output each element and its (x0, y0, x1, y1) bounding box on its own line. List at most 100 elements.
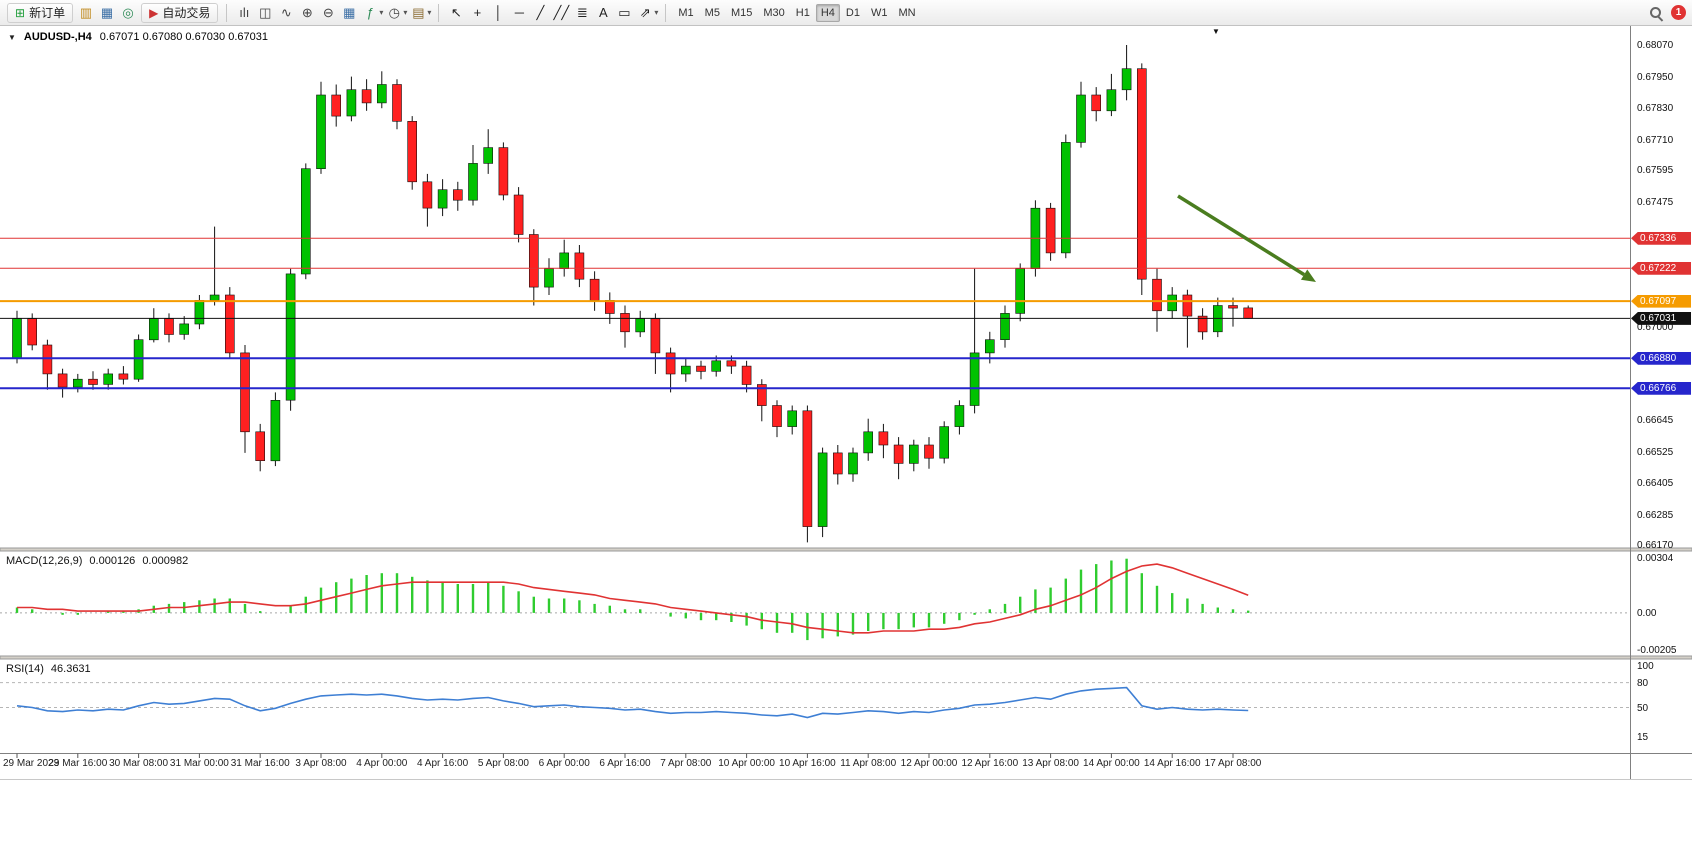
autotrade-label: 自动交易 (162, 6, 211, 20)
price-axis-label: 0.66525 (1637, 446, 1674, 458)
templates-icon[interactable]: ▤ (412, 5, 425, 20)
cursor-icon[interactable]: ↖ (450, 5, 462, 20)
time-axis-label: 4 Apr 00:00 (356, 758, 408, 769)
price-axis-label: 0.67830 (1637, 103, 1674, 115)
indicators-icon-wrap: ƒ ▾ (360, 3, 384, 23)
time-axis-label: 10 Apr 00:00 (718, 758, 775, 769)
timeframe-group: M1 M5 M15 M30 H1 H4 D1 W1 MN (673, 3, 920, 22)
time-axis-label: 10 Apr 16:00 (779, 758, 836, 769)
timeframes-icon-caret[interactable]: ▾ (403, 8, 408, 17)
price-axis-label: 0.67710 (1637, 134, 1674, 146)
label-icon[interactable]: ▭ (618, 5, 631, 20)
time-axis-label: 17 Apr 08:00 (1204, 758, 1262, 769)
chart-plot-area[interactable] (0, 26, 1630, 753)
price-axis-label: 0.67595 (1637, 165, 1674, 176)
toolbar-right-group: 1 (1647, 4, 1686, 22)
toolbar: ⊞ 新订单 ▥ ▦ ◎ ▶ 自动交易 ılı ◫ ∿ ⊕ ⊖ ▦ ƒ ▾ ◷ ▾ ▤ ▾ ↖ + │ ─ ╱ ╱╱ ≣… (0, 0, 1692, 26)
trendline-icon[interactable]: ╱ (536, 5, 545, 20)
price-axis-label: 0.66645 (1637, 415, 1674, 426)
time-axis-label: 6 Apr 16:00 (599, 758, 651, 769)
shapes-icon-wrap: ⇗ ▾ (635, 3, 658, 23)
price-tag: 0.66880 (1631, 351, 1691, 365)
time-axis-label: 3 Apr 08:00 (295, 758, 347, 769)
new-order-button[interactable]: ⊞ 新订单 (7, 2, 74, 23)
new-order-icon: ⊞ (15, 5, 26, 20)
shapes-icon-caret[interactable]: ▾ (654, 8, 659, 17)
price-axis-label: 0.67950 (1637, 71, 1674, 83)
timeframe-m5[interactable]: M5 (700, 4, 725, 22)
toolbar-separator (226, 3, 228, 22)
toolbar-separator (438, 3, 440, 22)
price-tag: 0.67031 (1631, 311, 1691, 325)
toolbar-separator (665, 3, 667, 22)
autotrade-icon: ▶ (149, 5, 159, 20)
price-axis-label: 0.68070 (1637, 40, 1674, 51)
shapes-icon[interactable]: ⇗ (639, 5, 651, 20)
vertical-line-icon[interactable]: │ (494, 5, 503, 20)
price-axis-label: 80 (1637, 677, 1649, 689)
chart-tools-group: ılı ◫ ∿ ⊕ ⊖ ▦ ƒ ▾ ◷ ▾ ▤ ▾ (234, 3, 431, 23)
candlestick-icon[interactable]: ◫ (259, 5, 272, 20)
price-tag: 0.67097 (1631, 294, 1691, 308)
zoom-out-icon[interactable]: ⊖ (322, 5, 334, 20)
time-axis-label: 29 Mar 2023 (3, 758, 60, 769)
timeframe-m30[interactable]: M30 (758, 4, 789, 22)
navigator-icon[interactable]: ◎ (122, 5, 134, 20)
price-axis-label: 0.67475 (1637, 196, 1674, 208)
time-axis-label: 7 Apr 08:00 (660, 758, 712, 769)
timeframe-d1[interactable]: D1 (841, 4, 865, 22)
timeframe-mn[interactable]: MN (893, 4, 920, 22)
templates-icon-wrap: ▤ ▾ (408, 3, 431, 23)
timeframe-w1[interactable]: W1 (866, 4, 893, 22)
tile-windows-icon[interactable]: ▦ (343, 5, 356, 20)
autotrade-button[interactable]: ▶ 自动交易 (141, 2, 219, 23)
window-toggle-group: ▥ ▦ ◎ (76, 3, 138, 23)
time-axis-label: 12 Apr 00:00 (900, 758, 958, 769)
price-axis-label: -0.00205 (1637, 645, 1677, 656)
time-axis-label: 6 Apr 00:00 (538, 758, 590, 769)
draw-tools-group: ↖ + │ ─ ╱ ╱╱ ≣ A ▭ ⇗ ▾ (446, 3, 658, 23)
horizontal-line-icon[interactable]: ─ (514, 5, 524, 20)
price-axis-label: 0.66170 (1637, 540, 1674, 551)
timeframe-m1[interactable]: M1 (673, 4, 698, 22)
price-axis-label: 0.00304 (1637, 553, 1674, 564)
price-tag: 0.66766 (1631, 381, 1691, 395)
market-watch-icon[interactable]: ▥ (79, 5, 93, 20)
time-axis-label: 30 Mar 08:00 (109, 758, 169, 769)
time-axis-label: 4 Apr 16:00 (417, 758, 469, 769)
timeframe-h4[interactable]: H4 (815, 3, 840, 22)
text-icon[interactable]: A (599, 5, 608, 20)
crosshair-icon[interactable]: + (473, 5, 482, 20)
fibonacci-icon[interactable]: ≣ (576, 5, 588, 20)
channel-icon[interactable]: ╱╱ (553, 5, 570, 20)
time-axis-label: 5 Apr 08:00 (477, 758, 529, 769)
indicators-icon[interactable]: ƒ (366, 5, 374, 20)
search-icon[interactable] (1647, 4, 1665, 22)
templates-icon-caret[interactable]: ▾ (427, 8, 432, 17)
price-axis-label: 0.66285 (1637, 509, 1674, 521)
time-axis-label: 14 Apr 00:00 (1083, 758, 1140, 769)
timeframes-icon-wrap: ◷ ▾ (384, 3, 408, 23)
price-axis-label: 100 (1637, 661, 1654, 672)
zoom-in-icon[interactable]: ⊕ (301, 5, 313, 20)
bar-chart-icon[interactable]: ılı (239, 5, 250, 20)
timeframe-h1[interactable]: H1 (791, 4, 815, 22)
time-axis-label: 13 Apr 08:00 (1022, 758, 1079, 769)
time-axis-label: 31 Mar 16:00 (230, 758, 290, 769)
price-axis-label: 50 (1637, 702, 1649, 714)
time-axis-label: 29 Mar 16:00 (48, 758, 108, 769)
time-axis-label: 11 Apr 08:00 (840, 758, 897, 769)
line-chart-icon[interactable]: ∿ (280, 5, 292, 20)
data-window-icon[interactable]: ▦ (100, 5, 114, 20)
price-tag: 0.67222 (1631, 261, 1691, 275)
notification-badge[interactable]: 1 (1671, 5, 1686, 20)
timeframe-m15[interactable]: M15 (726, 4, 757, 22)
timeframes-icon[interactable]: ◷ (388, 5, 401, 20)
time-axis-label: 12 Apr 16:00 (961, 758, 1019, 769)
price-axis-label: 0.66405 (1637, 478, 1674, 490)
price-axis-label: 15 (1637, 731, 1649, 743)
time-axis-label: 31 Mar 00:00 (169, 758, 229, 769)
new-order-label: 新订单 (29, 6, 66, 20)
indicators-icon-caret[interactable]: ▾ (379, 8, 384, 17)
